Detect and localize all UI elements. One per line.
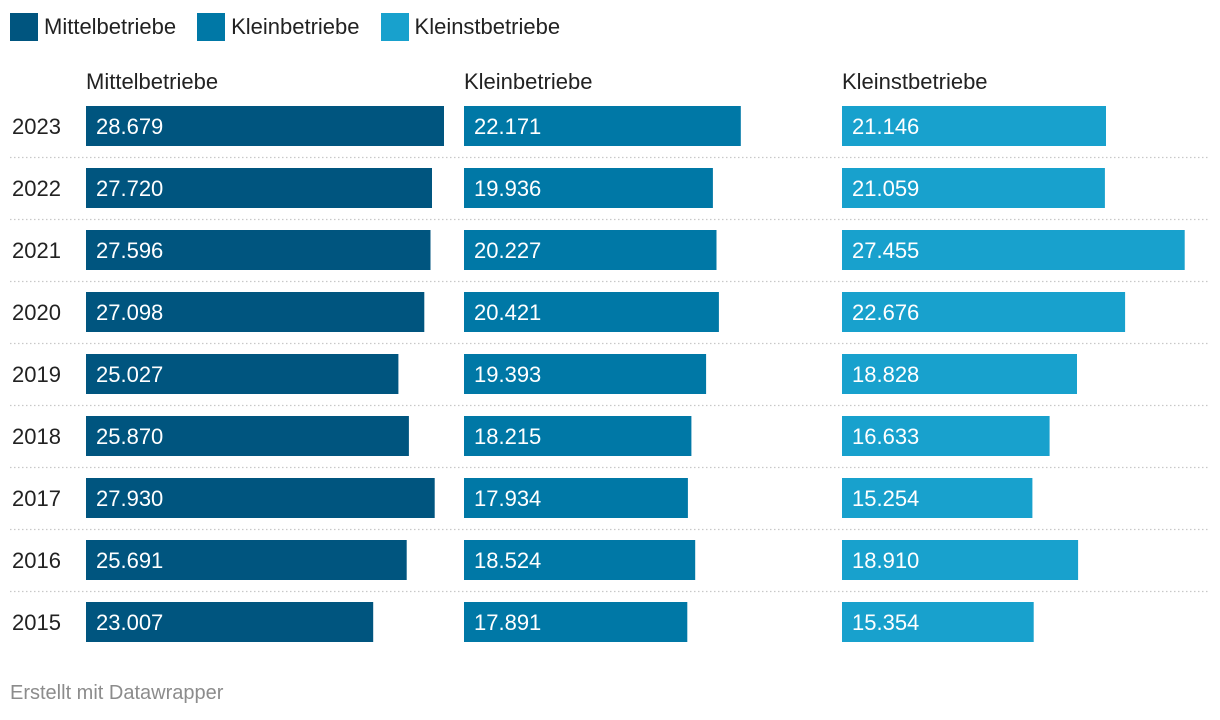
value-label-kleinstbetriebe-2017: 15.254 <box>852 486 919 511</box>
year-label-2023: 2023 <box>12 114 61 139</box>
value-label-mittelbetriebe-2018: 25.870 <box>96 424 163 449</box>
bar-kleinstbetriebe-2022 <box>842 168 1105 208</box>
footer-credit: Erstellt mit Datawrapper <box>10 682 224 704</box>
bar-kleinbetriebe-2015 <box>464 602 688 642</box>
bar-kleinbetriebe-2021 <box>464 230 717 270</box>
value-label-mittelbetriebe-2020: 27.098 <box>96 300 163 325</box>
bar-kleinbetriebe-2018 <box>464 416 692 456</box>
bar-kleinstbetriebe-2016 <box>842 540 1079 580</box>
value-label-mittelbetriebe-2023: 28.679 <box>96 114 163 139</box>
bar-kleinstbetriebe-2018 <box>842 416 1050 456</box>
legend-label-kleinbetriebe: Kleinbetriebe <box>231 14 360 39</box>
bar-mittelbetriebe-2018 <box>86 416 409 456</box>
value-label-kleinbetriebe-2016: 18.524 <box>474 548 541 573</box>
value-label-kleinstbetriebe-2015: 15.354 <box>852 610 919 635</box>
value-label-mittelbetriebe-2022: 27.720 <box>96 176 163 201</box>
panel-title-mittelbetriebe: Mittelbetriebe <box>86 69 218 94</box>
bar-kleinstbetriebe-2020 <box>842 292 1126 332</box>
year-label-2017: 2017 <box>12 486 61 511</box>
bar-kleinstbetriebe-2019 <box>842 354 1077 394</box>
value-label-kleinstbetriebe-2023: 21.146 <box>852 114 919 139</box>
value-label-kleinbetriebe-2023: 22.171 <box>474 114 541 139</box>
bar-mittelbetriebe-2021 <box>86 230 431 270</box>
bar-mittelbetriebe-2023 <box>86 106 444 146</box>
value-label-kleinstbetriebe-2020: 22.676 <box>852 300 919 325</box>
bar-mittelbetriebe-2017 <box>86 478 435 518</box>
value-label-mittelbetriebe-2015: 23.007 <box>96 610 163 635</box>
bar-mittelbetriebe-2016 <box>86 540 407 580</box>
legend-item-mittelbetriebe[interactable]: Mittelbetriebe <box>10 13 176 41</box>
value-label-kleinbetriebe-2022: 19.936 <box>474 176 541 201</box>
legend-label-kleinstbetriebe: Kleinstbetriebe <box>414 14 561 39</box>
legend-swatch-kleinstbetriebe <box>380 13 409 41</box>
value-label-kleinbetriebe-2018: 18.215 <box>474 424 541 449</box>
value-label-kleinbetriebe-2017: 17.934 <box>474 486 541 511</box>
bar-kleinbetriebe-2016 <box>464 540 696 580</box>
value-label-kleinstbetriebe-2018: 16.633 <box>852 424 919 449</box>
legend-label-mittelbetriebe: Mittelbetriebe <box>44 14 177 39</box>
value-label-kleinbetriebe-2020: 20.421 <box>474 300 541 325</box>
year-label-2016: 2016 <box>12 548 61 573</box>
bar-kleinbetriebe-2023 <box>464 106 741 146</box>
value-label-kleinbetriebe-2019: 19.393 <box>474 362 541 387</box>
bar-mittelbetriebe-2020 <box>86 292 425 332</box>
value-label-kleinstbetriebe-2016: 18.910 <box>852 548 919 573</box>
value-label-kleinstbetriebe-2022: 21.059 <box>852 176 919 201</box>
value-label-mittelbetriebe-2016: 25.691 <box>96 548 163 573</box>
bar-kleinstbetriebe-2017 <box>842 478 1033 518</box>
value-label-kleinbetriebe-2015: 17.891 <box>474 610 541 635</box>
bar-kleinbetriebe-2017 <box>464 478 688 518</box>
legend-swatch-mittelbetriebe <box>10 13 38 41</box>
bar-kleinbetriebe-2020 <box>464 292 719 332</box>
bar-kleinbetriebe-2022 <box>464 168 713 208</box>
year-label-2015: 2015 <box>12 610 61 635</box>
value-label-kleinbetriebe-2021: 20.227 <box>474 238 541 263</box>
year-label-2020: 2020 <box>12 300 61 325</box>
bar-kleinstbetriebe-2015 <box>842 602 1034 642</box>
legend: Mittelbetriebe Kleinbetriebe Kleinstbetr… <box>10 12 581 42</box>
year-label-2019: 2019 <box>12 362 61 387</box>
year-label-2021: 2021 <box>12 238 61 263</box>
legend-swatch-kleinbetriebe <box>197 13 226 41</box>
legend-item-kleinstbetriebe[interactable]: Kleinstbetriebe <box>380 13 561 41</box>
value-label-mittelbetriebe-2019: 25.027 <box>96 362 163 387</box>
bar-chart: Mittelbetriebe Kleinbetriebe Kleinstbetrie… <box>10 69 1208 642</box>
legend-item-kleinbetriebe[interactable]: Kleinbetriebe <box>197 13 360 41</box>
value-label-mittelbetriebe-2017: 27.930 <box>96 486 163 511</box>
bar-mittelbetriebe-2015 <box>86 602 374 642</box>
bar-kleinstbetriebe-2021 <box>842 230 1185 270</box>
bar-kleinbetriebe-2019 <box>464 354 707 394</box>
bar-kleinstbetriebe-2023 <box>842 106 1106 146</box>
value-label-kleinstbetriebe-2019: 18.828 <box>852 362 919 387</box>
value-label-kleinstbetriebe-2021: 27.455 <box>852 238 919 263</box>
bar-mittelbetriebe-2022 <box>86 168 432 208</box>
year-label-2018: 2018 <box>12 424 61 449</box>
panel-title-kleinbetriebe: Kleinbetriebe <box>464 69 592 94</box>
value-label-mittelbetriebe-2021: 27.596 <box>96 238 163 263</box>
bar-mittelbetriebe-2019 <box>86 354 399 394</box>
year-label-2022: 2022 <box>12 176 61 201</box>
panel-title-kleinstbetriebe: Kleinstbetriebe <box>842 69 988 94</box>
